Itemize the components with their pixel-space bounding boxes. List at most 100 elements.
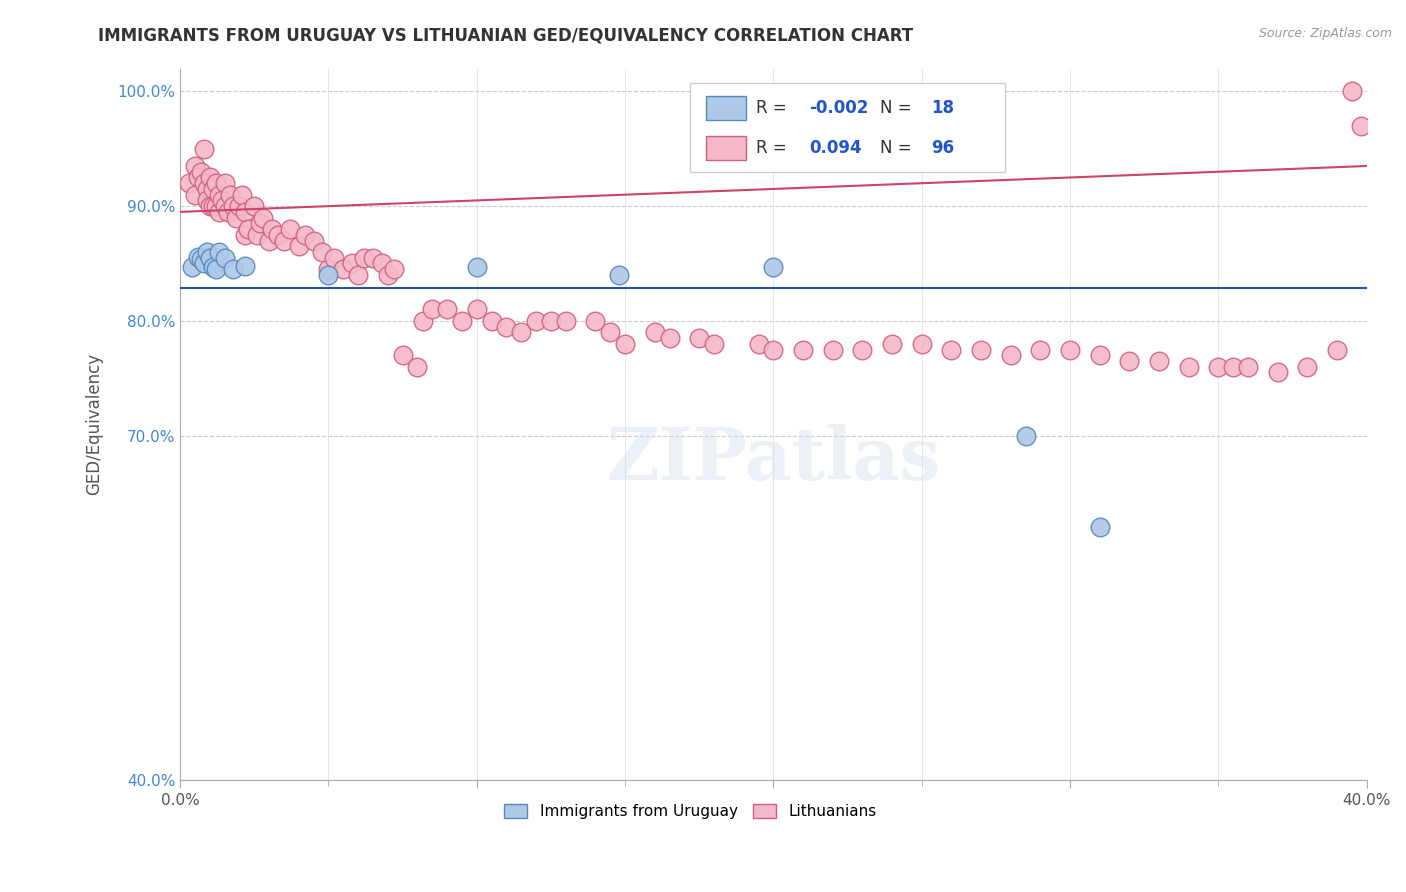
Point [193,142,215,156]
Point [187,170,209,185]
Point [225,211,247,225]
Point [214,199,236,213]
Point [540,314,562,328]
Point [1088,348,1111,362]
Point [231,187,253,202]
Point [311,245,333,260]
Text: ZIPatlas: ZIPatlas [606,424,941,495]
Point [214,176,236,190]
Point [207,245,229,260]
Point [1059,343,1081,357]
Point [228,199,250,213]
Point [214,251,236,265]
Point [201,260,224,274]
Point [599,326,621,340]
Point [180,260,202,274]
Point [195,194,218,208]
Point [1178,359,1201,374]
Point [762,343,785,357]
Point [792,343,814,357]
Point [233,205,256,219]
Point [318,268,340,282]
Point [1208,359,1230,374]
Text: -0.002: -0.002 [808,99,869,117]
Text: IMMIGRANTS FROM URUGUAY VS LITHUANIAN GED/EQUIVALENCY CORRELATION CHART: IMMIGRANTS FROM URUGUAY VS LITHUANIAN GE… [98,27,914,45]
Text: Source: ZipAtlas.com: Source: ZipAtlas.com [1258,27,1392,40]
Point [1000,348,1022,362]
Point [748,336,770,351]
Point [882,336,904,351]
Point [391,348,413,362]
Point [287,239,309,253]
Point [451,314,474,328]
Point [204,262,226,277]
Text: N =: N = [880,139,917,157]
Point [1222,359,1244,374]
Point [382,262,405,277]
Point [332,262,354,277]
Point [361,251,384,265]
Point [193,176,215,190]
Point [644,326,666,340]
Legend: Immigrants from Uruguay, Lithuanians: Immigrants from Uruguay, Lithuanians [498,798,883,825]
Point [614,336,637,351]
Point [583,314,606,328]
Point [510,326,533,340]
Point [204,176,226,190]
Point [465,260,488,274]
Point [481,314,503,328]
Point [246,227,269,242]
Point [1326,343,1348,357]
Point [201,199,224,213]
Point [554,314,576,328]
Point [495,319,517,334]
Text: 0.094: 0.094 [808,139,862,157]
Point [970,343,993,357]
FancyBboxPatch shape [706,95,747,120]
Point [821,343,844,357]
Point [207,187,229,202]
Text: 18: 18 [931,99,955,117]
Point [1350,119,1372,133]
Point [252,211,274,225]
Point [243,199,266,213]
Text: 96: 96 [931,139,955,157]
Point [222,262,245,277]
Point [177,176,200,190]
Y-axis label: GED/Equivalency: GED/Equivalency [86,353,103,495]
Point [1029,343,1052,357]
Point [190,165,212,179]
Text: R =: R = [755,139,792,157]
Point [222,199,245,213]
Point [267,227,290,242]
Point [187,250,209,264]
Point [911,336,934,351]
Point [198,251,221,265]
Point [193,256,215,270]
Text: N =: N = [880,99,917,117]
Point [347,268,370,282]
Point [607,268,630,282]
Point [278,222,301,236]
Point [1118,354,1140,368]
Point [190,252,212,266]
Point [436,302,458,317]
Point [1296,359,1319,374]
Point [195,245,218,260]
Point [184,187,207,202]
Point [1267,366,1289,380]
Point [318,262,340,277]
FancyBboxPatch shape [690,83,1005,171]
Point [217,205,239,219]
Point [1088,520,1111,534]
FancyBboxPatch shape [706,136,747,161]
Point [340,256,363,270]
Point [1341,85,1364,99]
Point [412,314,434,328]
Point [377,268,399,282]
Point [941,343,963,357]
Point [201,182,224,196]
Point [302,234,325,248]
Point [249,216,271,230]
Point [420,302,443,317]
